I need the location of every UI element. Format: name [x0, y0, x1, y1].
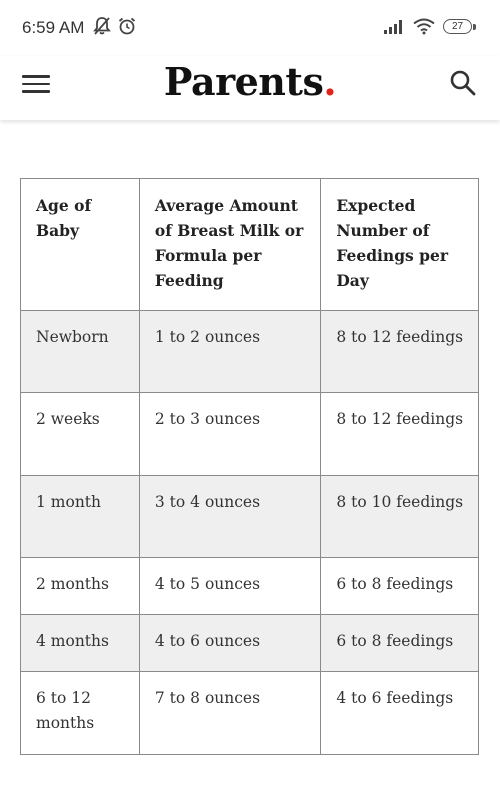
table-cell-age: 2 weeks	[20, 392, 140, 476]
table-cell-feedings: 8 to 12 feedings	[320, 310, 479, 393]
table-cell-amount: 3 to 4 ounces	[138, 475, 322, 558]
table-row: Newborn 1 to 2 ounces 8 to 12 feedings	[20, 310, 479, 393]
mute-icon	[93, 17, 111, 35]
table-cell-feedings: 6 to 8 feedings	[320, 614, 479, 672]
wifi-icon	[413, 18, 435, 35]
table-cell-amount: 2 to 3 ounces	[138, 392, 322, 476]
table-cell-feedings: 6 to 8 feedings	[320, 557, 479, 615]
table-header-row: Age of Baby Average Amount of Breast Mil…	[20, 178, 479, 311]
header-amount: Average Amount of Breast Milk or Formula…	[138, 178, 322, 311]
app-header: Parents.	[0, 56, 500, 120]
table-cell-feedings: 8 to 10 feedings	[320, 475, 479, 558]
table-row: 1 month 3 to 4 ounces 8 to 10 feedings	[20, 475, 479, 558]
table-row: 2 months 4 to 5 ounces 6 to 8 feedings	[20, 557, 479, 615]
table-cell-amount: 4 to 5 ounces	[138, 557, 322, 615]
table-cell-amount: 7 to 8 ounces	[138, 671, 322, 755]
table-cell-amount: 4 to 6 ounces	[138, 614, 322, 672]
table-row: 2 weeks 2 to 3 ounces 8 to 12 feedings	[20, 392, 479, 476]
status-time: 6:59 AM	[22, 18, 85, 37]
site-logo[interactable]: Parents.	[0, 59, 500, 104]
table-cell-age: 4 months	[20, 614, 140, 672]
header-age: Age of Baby	[20, 178, 140, 311]
signal-icon	[384, 19, 402, 34]
battery-icon: 27	[443, 19, 476, 34]
logo-dot: .	[323, 59, 337, 104]
table-row: 4 months 4 to 6 ounces 6 to 8 feedings	[20, 614, 479, 672]
table-row: 6 to 12 months 7 to 8 ounces 4 to 6 feed…	[20, 671, 479, 755]
battery-level: 27	[451, 21, 464, 32]
status-bar: 6:59 AM 27	[0, 0, 500, 56]
feeding-table: Age of Baby Average Amount of Breast Mil…	[20, 178, 479, 755]
table-cell-amount: 1 to 2 ounces	[138, 310, 322, 393]
status-icons-left	[93, 16, 137, 36]
table-cell-feedings: 8 to 12 feedings	[320, 392, 479, 476]
table-cell-feedings: 4 to 6 feedings	[320, 671, 479, 755]
table-cell-age: Newborn	[20, 310, 140, 393]
logo-text: Parents	[163, 59, 324, 104]
table-cell-age: 2 months	[20, 557, 140, 615]
table-cell-age: 1 month	[20, 475, 140, 558]
alarm-icon	[118, 17, 136, 35]
status-icons-right: 27	[383, 18, 476, 35]
header-feedings: Expected Number of Feedings per Day	[320, 178, 479, 311]
table-cell-age: 6 to 12 months	[20, 671, 140, 755]
menu-icon[interactable]	[22, 70, 50, 98]
search-icon[interactable]	[448, 68, 478, 98]
